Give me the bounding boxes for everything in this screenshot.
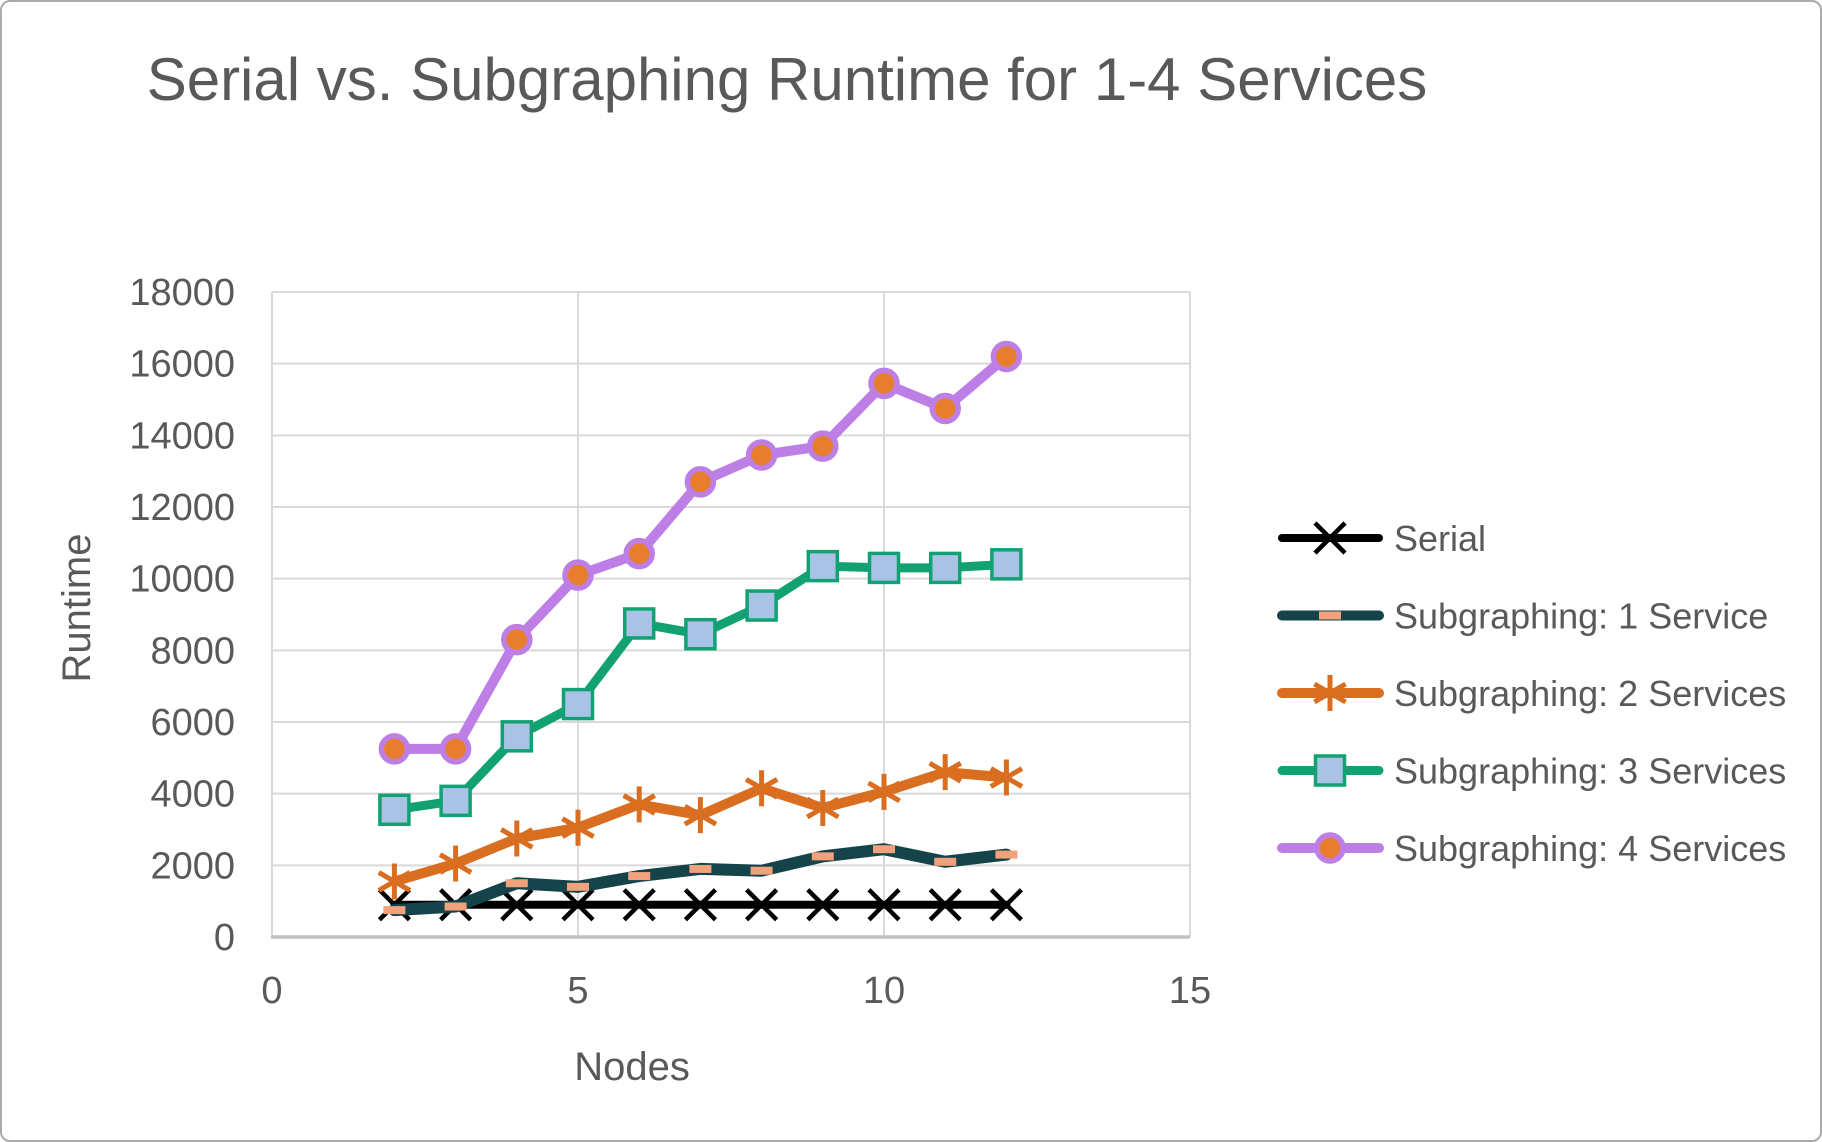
marker-x <box>1313 521 1347 555</box>
legend-label: Subgraphing: 1 Service <box>1394 596 1768 637</box>
series-root <box>377 340 1024 922</box>
x-tick-label: 10 <box>863 970 905 1012</box>
marker-dash <box>444 902 467 911</box>
marker-asterisk <box>928 754 963 791</box>
gridlines <box>272 291 1191 937</box>
marker-dash <box>873 845 895 854</box>
series-subgraphing-3-services <box>378 548 1023 827</box>
marker-dash <box>689 864 712 873</box>
marker-asterisk <box>805 790 840 826</box>
marker-circle <box>807 430 839 462</box>
marker-x <box>867 888 901 922</box>
legend-label: Subgraphing: 4 Services <box>1394 828 1786 869</box>
marker-dash <box>750 866 773 875</box>
marker-dash <box>567 882 589 891</box>
marker-x <box>745 888 779 922</box>
marker-dash <box>505 879 528 888</box>
marker-asterisk <box>377 863 412 900</box>
y-tick-label: 12000 <box>129 487 235 529</box>
marker-square <box>1313 754 1347 787</box>
legend-label: Serial <box>1394 518 1486 559</box>
marker-asterisk <box>683 797 718 834</box>
marker-circle <box>868 367 900 400</box>
marker-asterisk <box>622 786 657 823</box>
marker-circle <box>501 623 533 656</box>
marker-dash <box>1319 611 1341 620</box>
legend-item-subgraphing-3-services: Subgraphing: 3 Services <box>1277 751 1786 792</box>
marker-square <box>622 607 656 640</box>
x-axis-title: Nodes <box>574 1045 690 1089</box>
marker-asterisk <box>989 759 1024 796</box>
marker-x <box>806 888 840 922</box>
marker-asterisk <box>438 845 473 882</box>
marker-circle <box>623 537 655 570</box>
marker-square <box>745 589 778 622</box>
marker-asterisk <box>744 770 779 807</box>
marker-asterisk <box>561 809 595 846</box>
x-tick-label: 5 <box>567 970 588 1012</box>
series-subgraphing-4-services <box>378 340 1023 765</box>
x-tick-label: 15 <box>1169 970 1211 1012</box>
marker-x <box>500 888 534 922</box>
chart-title: Serial vs. Subgraphing Runtime for 1-4 S… <box>146 46 1428 113</box>
marker-x <box>683 888 717 922</box>
marker-circle <box>439 733 472 765</box>
y-tick-label: 4000 <box>150 774 235 816</box>
series-serial <box>377 888 1023 922</box>
legend-item-subgraphing-2-services: Subgraphing: 2 Services <box>1277 673 1786 714</box>
marker-asterisk <box>499 820 534 857</box>
marker-square <box>928 551 962 585</box>
marker-circle <box>378 733 411 765</box>
marker-dash <box>995 850 1018 859</box>
y-tick-label: 6000 <box>150 702 235 744</box>
y-tick-label: 2000 <box>150 845 235 887</box>
y-tick-label: 16000 <box>129 344 235 386</box>
marker-x <box>561 888 595 922</box>
y-axis-title: Runtime <box>55 534 99 683</box>
series-subgraphing-2-services <box>377 754 1024 900</box>
marker-asterisk <box>867 773 901 810</box>
marker-square <box>439 784 472 818</box>
y-tick-label: 18000 <box>129 272 235 314</box>
marker-square <box>500 720 534 753</box>
marker-x <box>989 888 1023 922</box>
legend-label: Subgraphing: 2 Services <box>1394 673 1786 714</box>
marker-square <box>990 548 1023 581</box>
marker-dash <box>628 872 651 881</box>
legend-item-serial: Serial <box>1278 518 1486 559</box>
legend-item-subgraphing-1-service: Subgraphing: 1 Service <box>1277 596 1768 637</box>
marker-circle <box>745 439 778 471</box>
marker-dash <box>934 857 957 866</box>
tick-labels: 0 2000 4000 6000 8000 10000 12000 14000 16000 180… <box>129 272 1211 1012</box>
marker-circle <box>990 340 1023 373</box>
marker-square <box>867 551 901 585</box>
marker-asterisk <box>1313 675 1347 711</box>
marker-circle <box>562 559 594 591</box>
x-tick-label: 0 <box>261 970 282 1012</box>
marker-x <box>928 888 962 922</box>
marker-square <box>378 793 411 827</box>
marker-circle <box>684 466 717 498</box>
legend-label: Subgraphing: 3 Services <box>1394 751 1786 792</box>
y-tick-label: 0 <box>214 917 235 959</box>
marker-circle <box>1314 832 1346 864</box>
marker-dash <box>811 852 834 861</box>
series-line <box>389 351 1012 754</box>
axes <box>271 292 1190 939</box>
legend: Serial Subgraphing: 1 Service Subgraphing:… <box>1277 518 1786 869</box>
marker-x <box>622 888 656 922</box>
y-tick-label: 14000 <box>129 415 235 457</box>
marker-square <box>561 687 595 721</box>
y-tick-label: 8000 <box>150 630 235 672</box>
series-subgraphing-1-service <box>383 843 1018 917</box>
marker-square <box>684 617 717 651</box>
marker-square <box>806 549 840 583</box>
legend-item-subgraphing-4-services: Subgraphing: 4 Services <box>1277 828 1786 869</box>
y-tick-label: 10000 <box>129 559 235 601</box>
marker-circle <box>929 392 961 425</box>
marker-dash <box>383 906 406 915</box>
